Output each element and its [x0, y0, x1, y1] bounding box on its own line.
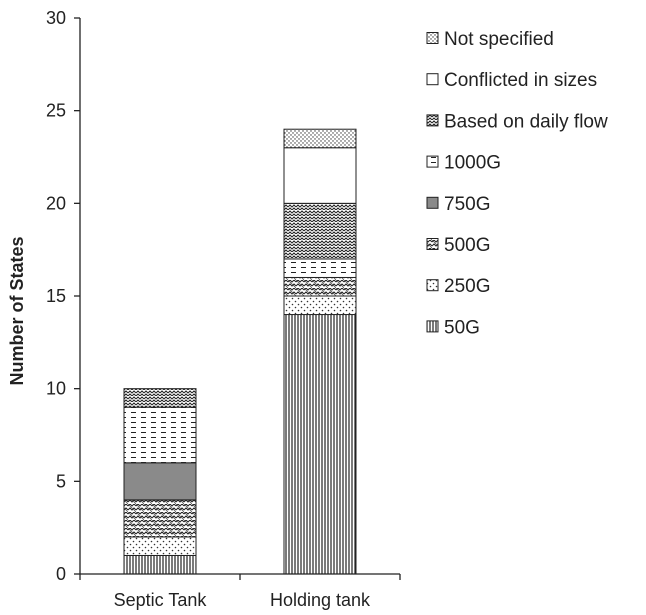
legend-swatch [426, 32, 439, 44]
legend-label: 250G [444, 276, 490, 297]
bar-segment [123, 406, 197, 464]
legend-label: 1000G [444, 153, 501, 174]
legend-swatch [426, 73, 439, 86]
bar-segment [123, 536, 197, 556]
bar-segment [123, 499, 197, 538]
legend: Not specified Conflicted in sizes Based on… [426, 29, 608, 338]
y-tick-label: 15 [46, 286, 66, 306]
legend-swatch [426, 238, 439, 250]
bar-segment [283, 314, 357, 575]
bar-segment [283, 128, 357, 149]
legend-label: Conflicted in sizes [444, 70, 597, 91]
x-axis-ticks: Septic Tank Holding tank [79, 574, 401, 610]
legend-label: 500G [444, 235, 490, 256]
bars [123, 128, 357, 575]
x-tick-label: Holding tank [270, 590, 371, 610]
bar-segment [123, 462, 197, 501]
bar-segment [123, 388, 197, 408]
bar-segment [123, 554, 197, 575]
legend-swatch [426, 320, 439, 333]
legend-swatch [426, 155, 439, 168]
y-axis-title: Number of States [7, 236, 27, 385]
legend-swatch [426, 114, 439, 127]
y-tick-label: 5 [56, 471, 66, 491]
y-tick-label: 30 [46, 8, 66, 28]
bar-segment [283, 276, 357, 297]
bar-segment [283, 202, 357, 260]
legend-label: Not specified [444, 29, 554, 50]
bar-segment [283, 147, 357, 204]
legend-label: 50G [444, 317, 480, 338]
x-tick-label: Septic Tank [114, 590, 208, 610]
y-tick-label: 10 [46, 379, 66, 399]
y-tick-label: 0 [56, 564, 66, 584]
y-axis-ticks: 0 5 10 15 20 25 30 [46, 8, 80, 584]
y-tick-label: 25 [46, 101, 66, 121]
legend-label: Based on daily flow [444, 111, 608, 132]
bar-segment [283, 258, 357, 278]
legend-swatch [426, 196, 439, 209]
legend-label: 750G [444, 194, 490, 215]
y-tick-label: 20 [46, 193, 66, 213]
bar-segment [283, 295, 357, 316]
legend-swatch [426, 279, 439, 292]
